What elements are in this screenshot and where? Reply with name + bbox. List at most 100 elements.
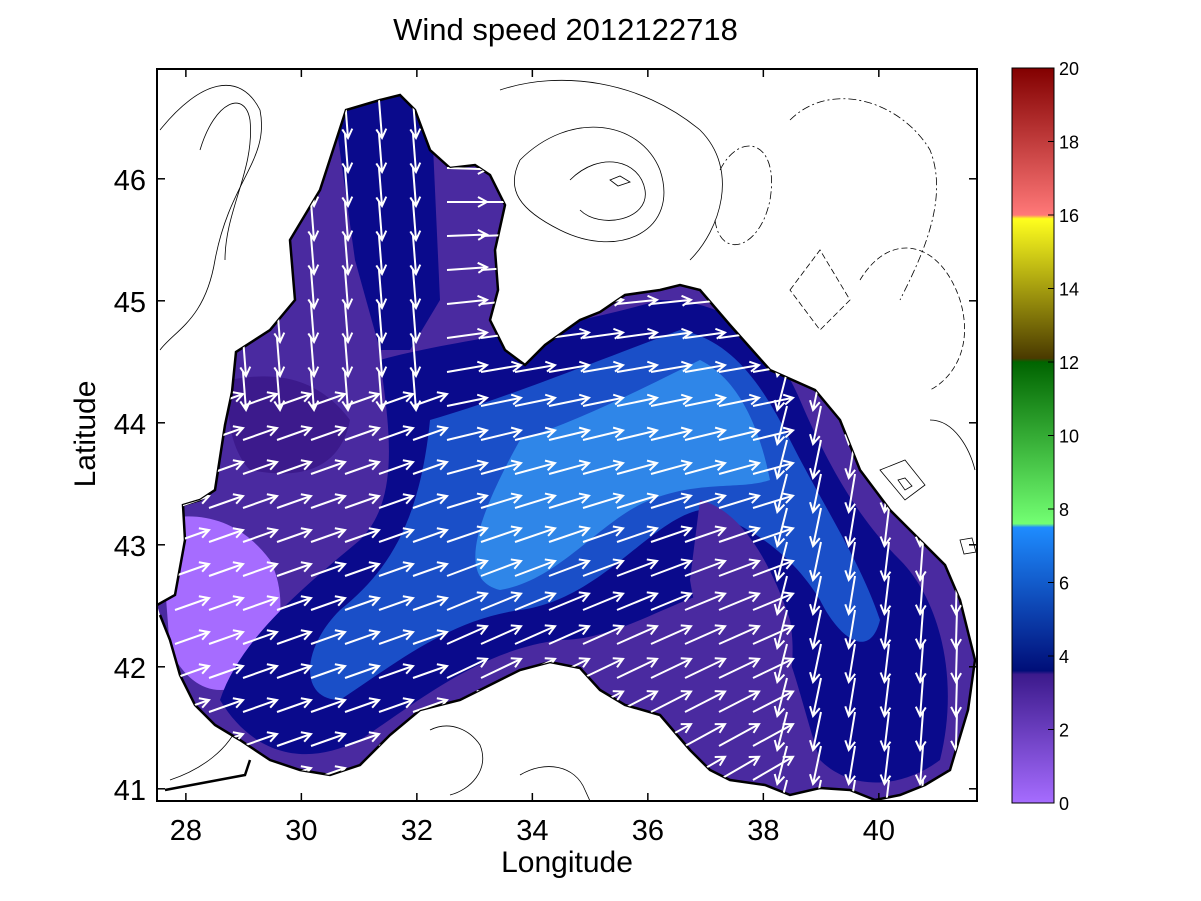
wind-arrow <box>310 663 347 679</box>
wind-arrow <box>409 133 422 175</box>
axes: 28 30 32 34 36 38 40 41 42 43 44 45 46 <box>114 68 978 847</box>
wind-arrow <box>582 459 625 475</box>
wind-arrow <box>480 492 523 509</box>
wind-arrow <box>773 575 788 616</box>
wind-arrow <box>684 459 727 475</box>
wind-arrow <box>341 269 354 311</box>
wind-arrow <box>752 755 795 781</box>
wind-arrow <box>242 663 279 679</box>
wind-arrow <box>242 697 279 713</box>
contour-line <box>569 161 646 221</box>
wind-arrow <box>514 558 557 577</box>
wind-arrow <box>276 459 313 475</box>
wind-arrow <box>446 624 489 645</box>
wind-arrow <box>844 541 856 583</box>
wind-arrow <box>307 235 320 277</box>
wind-arrow <box>378 425 415 441</box>
wind-arrow <box>809 711 822 753</box>
wind-arrow <box>446 360 490 373</box>
wind-arrow <box>616 492 659 509</box>
wind-arrow <box>310 527 347 543</box>
wind-arrow <box>718 591 761 611</box>
contour-line <box>164 759 252 792</box>
wind-arrow <box>341 133 354 175</box>
coastline <box>157 93 977 801</box>
wind-arrow <box>273 337 286 379</box>
wind-arrow <box>378 459 415 475</box>
wind-arrow <box>409 303 422 345</box>
wind-arrow <box>307 269 320 311</box>
wind-arrow <box>208 595 245 611</box>
wind-arrow <box>208 629 245 645</box>
wind-arrow <box>809 575 822 617</box>
contour-line <box>879 459 926 501</box>
wind-arrow <box>809 677 822 719</box>
wind-arrow <box>412 527 449 543</box>
wind-arrow <box>242 459 279 475</box>
wind-arrow <box>616 591 659 611</box>
wind-arrow <box>914 745 927 787</box>
wind-arrow <box>548 591 591 611</box>
wind-arrow <box>879 711 892 753</box>
wind-arrow <box>378 561 415 577</box>
wind-arrow <box>409 167 422 209</box>
wind-arrow <box>582 558 625 577</box>
wind-arrow <box>276 595 313 611</box>
wind-arrow <box>548 459 591 475</box>
wind-arrow <box>514 624 557 645</box>
wind-arrow <box>752 459 795 475</box>
wind-arrow <box>752 558 795 577</box>
wind-arrow <box>310 731 347 747</box>
colorbar-tick-label: 12 <box>1059 353 1079 373</box>
wind-arrow <box>344 527 381 543</box>
wind-arrow <box>650 459 693 475</box>
wind-arrow <box>341 235 354 277</box>
colorbar-tick-label: 4 <box>1059 647 1069 667</box>
wind-arrow <box>446 591 489 611</box>
colorbar-scale <box>1011 67 1055 804</box>
colorbar-tick-label: 2 <box>1059 721 1069 741</box>
wind-arrow <box>310 629 347 645</box>
wind-arrow <box>412 425 449 441</box>
contour-line <box>789 249 851 331</box>
wind-arrow <box>718 492 761 509</box>
wind-arrow <box>375 235 388 277</box>
wind-arrow <box>582 426 626 441</box>
wind-arrow <box>879 507 892 549</box>
colorbar-tick-label: 8 <box>1059 500 1069 520</box>
wind-arrow <box>480 426 524 441</box>
wind-arrow <box>684 657 727 679</box>
wind-arrow <box>242 731 279 747</box>
contour-line <box>929 419 976 471</box>
chart-title: Wind speed 2012122718 <box>393 12 738 47</box>
wind-arrow <box>514 393 558 407</box>
y-tick-label: 43 <box>114 531 146 563</box>
wind-arrow <box>548 360 592 373</box>
wind-arrow <box>718 657 761 679</box>
wind-arrow <box>412 391 449 407</box>
wind-arrow <box>344 561 381 577</box>
wind-arrow <box>879 575 892 617</box>
wind-arrow <box>344 425 381 441</box>
wind-arrow <box>616 624 659 645</box>
wind-arrow <box>480 393 524 407</box>
wind-arrow <box>809 405 822 447</box>
wind-arrow <box>718 393 762 407</box>
wind-arrow <box>684 591 727 611</box>
wind-arrow <box>208 663 245 679</box>
wind-arrow <box>341 303 354 345</box>
wind-arrow <box>684 690 727 713</box>
wind-arrow <box>582 525 625 543</box>
wind-arrow <box>548 393 592 407</box>
wind-arrow <box>684 393 728 407</box>
wind-arrow <box>650 393 694 407</box>
colorbar-tick-label: 18 <box>1059 133 1079 153</box>
wind-arrow <box>276 425 313 441</box>
wind-arrow <box>752 393 796 407</box>
wind-arrow <box>718 624 761 645</box>
wind-arrow <box>773 541 788 582</box>
wind-arrow <box>773 507 788 548</box>
colorbar-tick-label: 14 <box>1059 280 1079 300</box>
wind-arrow <box>684 327 728 340</box>
x-axis-label: Longitude <box>501 846 633 879</box>
